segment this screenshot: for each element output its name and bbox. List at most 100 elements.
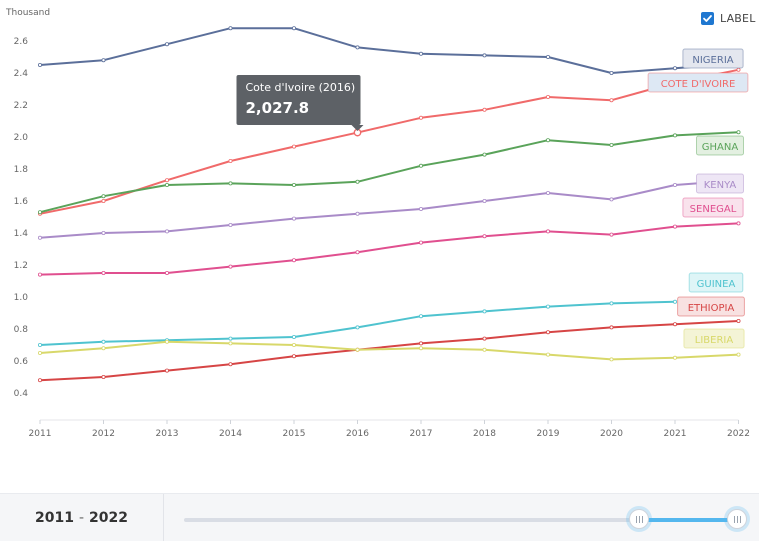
- x-tick-label: 2020: [600, 429, 623, 439]
- data-point: [291, 26, 296, 31]
- label-toggle[interactable]: LABEL: [701, 10, 756, 26]
- series-line: [39, 222, 739, 276]
- y-tick-label: 1.0: [14, 293, 29, 303]
- data-point: [736, 221, 741, 226]
- data-point: [736, 352, 741, 357]
- data-point: [482, 198, 487, 203]
- year-range-footer: 2011 - 2022: [0, 493, 759, 541]
- series-ghana: [38, 130, 741, 215]
- data-point: [228, 264, 233, 269]
- data-point: [418, 341, 423, 346]
- slider-end-handle[interactable]: [727, 509, 747, 529]
- x-tick-label: 2016: [346, 429, 369, 439]
- data-point: [355, 325, 360, 330]
- series-liberia: [38, 339, 741, 362]
- data-point: [164, 178, 169, 183]
- data-point: [164, 368, 169, 373]
- range-start-year: 2011: [35, 509, 74, 526]
- data-point: [418, 346, 423, 351]
- data-point: [291, 258, 296, 263]
- data-point: [101, 198, 106, 203]
- series-end-label: GUINEA: [688, 272, 744, 293]
- data-point: [38, 235, 43, 240]
- data-point: [546, 190, 551, 195]
- data-point: [609, 301, 614, 306]
- y-axis-unit-label: Thousand: [5, 8, 50, 18]
- data-point: [164, 339, 169, 344]
- y-tick-label: 2.6: [14, 37, 29, 47]
- data-point: [418, 206, 423, 211]
- y-tick-label: 1.6: [14, 197, 29, 207]
- y-tick-label: 2.4: [14, 69, 29, 79]
- slider-start-handle[interactable]: [629, 509, 650, 529]
- data-point: [101, 230, 106, 235]
- year-range-slider[interactable]: [184, 509, 747, 529]
- data-point: [482, 53, 487, 58]
- series-end-label: LIBERIA: [683, 328, 745, 349]
- series-line: [39, 68, 739, 215]
- series-line: [39, 131, 739, 214]
- series-end-label-box: [688, 272, 744, 293]
- data-point: [609, 71, 614, 76]
- series-end-label-box: [682, 197, 744, 218]
- data-point: [546, 95, 551, 100]
- series-end-label: KENYA: [696, 173, 744, 194]
- range-end-year: 2022: [89, 509, 128, 526]
- data-point: [546, 330, 551, 335]
- x-tick-label: 2012: [92, 429, 115, 439]
- series-line: [39, 27, 739, 74]
- data-point: [546, 229, 551, 234]
- data-point: [546, 55, 551, 60]
- data-point: [546, 352, 551, 357]
- data-point: [418, 240, 423, 245]
- series-end-label: ETHIOPIA: [677, 296, 745, 317]
- data-point: [291, 182, 296, 187]
- data-point: [291, 342, 296, 347]
- series-end-label-text: GUINEA: [697, 279, 736, 290]
- series-line: [39, 340, 739, 361]
- series-line: [39, 179, 739, 239]
- data-point: [355, 347, 360, 352]
- data-point: [673, 182, 678, 187]
- data-point: [482, 234, 487, 239]
- data-point: [673, 322, 678, 327]
- series-cote-d-ivoire: [38, 67, 741, 216]
- series-end-label: NIGERIA: [682, 48, 744, 69]
- series-senegal: [38, 221, 741, 277]
- x-tick-label: 2022: [727, 429, 750, 439]
- data-point: [228, 362, 233, 367]
- label-checkbox[interactable]: [701, 11, 714, 25]
- series-end-label: GHANA: [696, 135, 744, 156]
- data-point: [228, 222, 233, 227]
- data-point: [609, 98, 614, 103]
- data-point: [355, 211, 360, 216]
- data-point: [355, 179, 360, 184]
- series-end-label-box: [647, 72, 749, 93]
- data-point: [673, 299, 678, 304]
- data-point: [228, 158, 233, 163]
- data-point: [482, 336, 487, 341]
- data-point: [609, 197, 614, 202]
- data-point: [291, 334, 296, 339]
- data-point: [101, 270, 106, 275]
- series-line: [39, 300, 676, 346]
- series-end-label-text: LIBERIA: [695, 335, 734, 346]
- data-point: [164, 229, 169, 234]
- data-point: [101, 194, 106, 199]
- data-point: [482, 107, 487, 112]
- tooltip-pointer: [351, 125, 364, 131]
- series-end-label: SENEGAL: [682, 197, 744, 218]
- series-end-label-text: ETHIOPIA: [688, 303, 735, 314]
- grip-icon: [635, 515, 643, 523]
- x-tick-label: 2015: [283, 429, 306, 439]
- data-point: [482, 152, 487, 157]
- data-point: [38, 378, 43, 383]
- data-point: [546, 304, 551, 309]
- year-range-display: 2011 - 2022: [0, 494, 164, 541]
- data-point: [609, 357, 614, 362]
- series-end-label-box: [677, 296, 745, 317]
- data-point: [228, 181, 233, 186]
- series-end-label-text: SENEGAL: [690, 204, 737, 215]
- data-point: [482, 309, 487, 314]
- data-point: [228, 336, 233, 341]
